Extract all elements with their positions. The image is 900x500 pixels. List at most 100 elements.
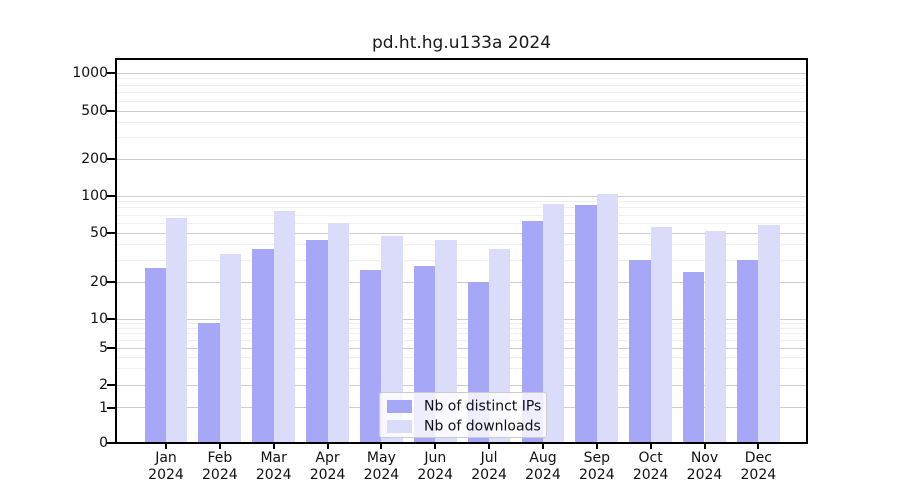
minor-gridline	[116, 356, 807, 358]
legend-item-distinct-ips: Nb of distinct IPs	[387, 396, 546, 416]
minor-gridline	[116, 137, 807, 139]
major-gridline	[116, 110, 807, 112]
major-gridline	[116, 347, 807, 349]
minor-gridline	[116, 78, 807, 80]
bar-distinct-ips-nov	[683, 272, 705, 443]
bar-downloads-apr	[327, 223, 349, 443]
minor-gridline	[116, 92, 807, 94]
y-tick-mark	[107, 232, 115, 234]
bar-distinct-ips-oct	[629, 260, 651, 443]
minor-gridline	[116, 339, 807, 341]
minor-gridline	[116, 322, 807, 324]
y-tick-label-100: 100	[81, 188, 108, 204]
major-gridline	[116, 195, 807, 197]
x-tick-label-oct: Oct 2024	[632, 450, 669, 483]
bar-distinct-ips-jan	[144, 267, 166, 443]
y-tick-label-1: 1	[99, 399, 108, 416]
major-gridline	[116, 318, 807, 320]
minor-gridline	[116, 100, 807, 102]
x-tick-mark	[218, 443, 221, 449]
y-tick-label-500: 500	[81, 103, 108, 119]
x-tick-mark	[434, 443, 437, 449]
x-tick-mark	[541, 443, 544, 449]
minor-gridline	[116, 84, 807, 86]
minor-gridline	[116, 244, 807, 246]
chart-title: pd.ht.hg.u133a 2024	[371, 33, 552, 53]
bar-distinct-ips-apr	[306, 239, 328, 443]
y-tick-mark	[107, 384, 115, 386]
major-gridline	[116, 232, 807, 234]
minor-gridline	[116, 201, 807, 203]
plot-area	[116, 59, 807, 443]
x-tick-label-dec: Dec 2024	[740, 450, 777, 483]
x-tick-mark	[165, 443, 167, 449]
y-tick-label-5: 5	[99, 340, 108, 356]
bar-downloads-nov	[704, 230, 726, 443]
y-tick-label-20: 20	[90, 274, 108, 290]
x-tick-mark	[649, 443, 652, 449]
y-tick-label-10: 10	[90, 311, 108, 327]
legend-swatch-distinct-ips-icon	[387, 400, 412, 413]
x-tick-label-may: May 2024	[363, 450, 400, 483]
x-tick-label-aug: Aug 2024	[525, 450, 561, 483]
y-tick-mark	[107, 158, 115, 160]
legend-item-downloads: Nb of downloads	[387, 416, 546, 436]
x-tick-mark	[326, 443, 329, 449]
x-tick-label-apr: Apr 2024	[309, 450, 346, 483]
x-tick-label-mar: Mar 2024	[255, 450, 292, 483]
y-tick-mark	[107, 347, 115, 349]
y-tick-mark	[107, 195, 115, 197]
minor-gridline	[116, 207, 807, 209]
bar-downloads-dec	[758, 225, 780, 443]
minor-gridline	[116, 327, 807, 329]
bar-distinct-ips-sep	[575, 204, 597, 443]
x-tick-mark	[488, 443, 491, 449]
x-tick-label-jul: Jul 2024	[471, 450, 507, 483]
x-tick-label-jan: Jan 2024	[148, 450, 184, 483]
major-gridline	[116, 158, 807, 160]
major-gridline	[116, 384, 807, 386]
bar-distinct-ips-mar	[252, 249, 274, 443]
bar-distinct-ips-feb	[198, 323, 220, 443]
x-tick-label-feb: Feb 2024	[202, 450, 238, 483]
bar-downloads-mar	[273, 211, 296, 443]
y-tick-label-0: 0	[99, 435, 108, 451]
y-tick-label-200: 200	[81, 151, 108, 167]
x-tick-label-nov: Nov 2024	[686, 450, 723, 483]
y-tick-mark	[107, 281, 115, 283]
minor-gridline	[116, 259, 807, 261]
bar-downloads-jan	[166, 218, 188, 443]
y-tick-mark	[107, 72, 115, 74]
minor-gridline	[116, 214, 807, 216]
y-tick-mark	[107, 318, 115, 320]
minor-gridline	[116, 368, 807, 370]
major-gridline	[116, 281, 807, 283]
x-tick-mark	[380, 443, 383, 449]
x-tick-mark	[757, 443, 760, 449]
minor-gridline	[116, 333, 807, 335]
bar-downloads-sep	[596, 193, 619, 443]
x-tick-label-jun: Jun 2024	[417, 450, 454, 483]
legend-swatch-downloads-icon	[387, 420, 412, 433]
y-tick-label-50: 50	[90, 225, 108, 241]
x-tick-label-sep: Sep 2024	[578, 450, 615, 483]
y-tick-mark	[107, 110, 115, 112]
bar-downloads-may	[381, 236, 403, 443]
y-tick-mark	[107, 406, 115, 409]
x-tick-mark	[272, 443, 275, 449]
bar-downloads-feb	[219, 253, 242, 443]
legend-label-distinct-ips: Nb of distinct IPs	[424, 398, 542, 415]
bar-distinct-ips-aug	[521, 220, 543, 443]
major-gridline	[116, 72, 807, 74]
legend-label-downloads: Nb of downloads	[424, 418, 541, 435]
legend: Nb of distinct IPs Nb of downloads	[379, 392, 547, 438]
bar-downloads-aug	[542, 204, 565, 443]
x-tick-mark	[595, 443, 598, 449]
minor-gridline	[116, 122, 807, 124]
y-tick-label-2: 2	[99, 377, 108, 393]
x-tick-mark	[703, 443, 706, 449]
minor-gridline	[116, 222, 807, 224]
y-tick-label-1000: 1000	[72, 65, 108, 81]
bar-distinct-ips-may	[360, 270, 382, 443]
